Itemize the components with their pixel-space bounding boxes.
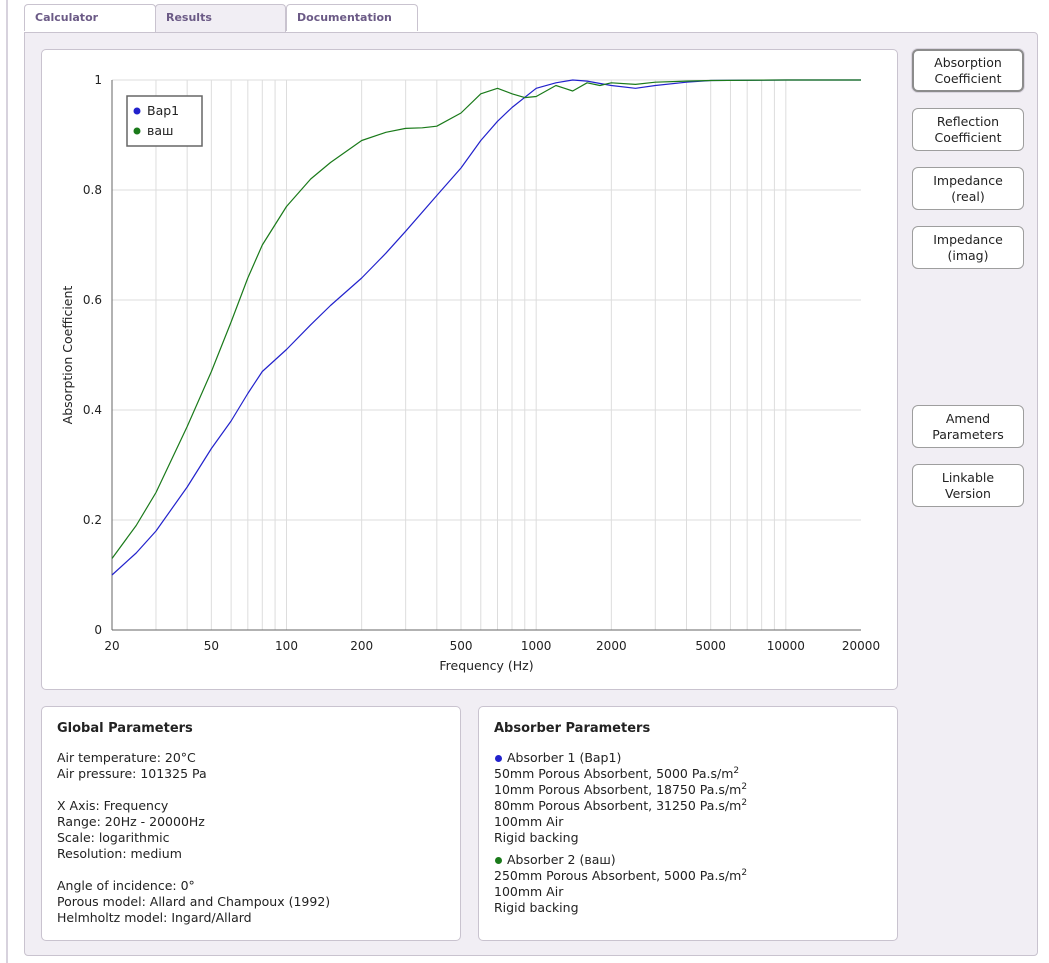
x-axis-setting: X Axis: Frequency (57, 798, 169, 813)
green-dot-icon (495, 856, 502, 864)
global-parameters-title: Global Parameters (57, 721, 193, 736)
tab-documentation[interactable]: Documentation (286, 4, 418, 31)
y-tick-label: 0.2 (83, 513, 102, 527)
absorber-2-heading: Absorber 2 (ваш) (494, 852, 882, 868)
x-tick-label: 1000 (521, 639, 552, 653)
amend-parameters-button[interactable]: Amend Parameters (912, 405, 1024, 448)
reflection-coefficient-button[interactable]: Reflection Coefficient (912, 108, 1024, 151)
x-tick-label: 10000 (767, 639, 805, 653)
left-border (6, 0, 8, 963)
helmholtz-model: Helmholtz model: Ingard/Allard (57, 910, 252, 925)
impedance-real-button[interactable]: Impedance (real) (912, 167, 1024, 210)
absorber-1-heading: Absorber 1 (Вар1) (494, 750, 882, 766)
resolution-setting: Resolution: medium (57, 846, 182, 861)
x-tick-label: 200 (350, 639, 373, 653)
scale-setting: Scale: logarithmic (57, 830, 170, 845)
absorber-2-layer: 100mm Air (494, 884, 564, 899)
x-tick-label: 20000 (842, 639, 880, 653)
y-tick-label: 1 (94, 73, 102, 87)
global-parameters-box: Global Parameters Air temperature: 20°C … (41, 706, 461, 941)
x-tick-label: 5000 (695, 639, 726, 653)
x-tick-label: 20 (104, 639, 119, 653)
x-tick-label: 100 (275, 639, 298, 653)
legend-label: ваш (147, 123, 173, 138)
blue-dot-icon (495, 754, 502, 762)
linkable-version-button[interactable]: Linkable Version (912, 464, 1024, 507)
y-axis-title: Absorption Coefficient (60, 286, 75, 425)
series-line-1 (111, 79, 861, 576)
air-temperature: Air temperature: 20°C (57, 750, 196, 765)
absorber-1-layer: 10mm Porous Absorbent, 18750 Pa.s/m2 (494, 781, 748, 797)
absorber-1-layer: 80mm Porous Absorbent, 31250 Pa.s/m2 (494, 797, 748, 813)
chart-legend (126, 95, 203, 147)
y-tick-label: 0.6 (83, 293, 102, 307)
angle-of-incidence: Angle of incidence: 0° (57, 878, 195, 893)
absorber-1-layer: Rigid backing (494, 830, 579, 845)
x-tick-label: 2000 (596, 639, 627, 653)
legend-dot-icon (133, 107, 141, 115)
air-pressure: Air pressure: 101325 Pa (57, 766, 207, 781)
porous-model: Porous model: Allard and Champoux (1992) (57, 894, 331, 909)
chart-container: 0 0.2 0.4 0.6 0.8 1 20 50 100 200 500 1000 2000 5000 1… (41, 49, 898, 690)
tab-calculator[interactable]: Calculator (24, 4, 156, 31)
absorber-1-layer: 50mm Porous Absorbent, 5000 Pa.s/m2 (494, 765, 740, 781)
x-tick-label: 500 (450, 639, 473, 653)
y-tick-label: 0 (94, 623, 102, 637)
absorption-coefficient-button[interactable]: Absorption Coefficient (912, 49, 1024, 92)
absorber-1-layer: 100mm Air (494, 814, 564, 829)
impedance-imag-button[interactable]: Impedance (imag) (912, 226, 1024, 269)
legend-dot-icon (133, 127, 141, 135)
y-tick-label: 0.4 (83, 403, 102, 417)
legend-label: Вар1 (147, 103, 179, 118)
absorption-chart: 0 0.2 0.4 0.6 0.8 1 20 50 100 200 500 1000 2000 5000 1… (60, 73, 880, 673)
absorber-parameters-title: Absorber Parameters (494, 721, 651, 736)
x-tick-label: 50 (204, 639, 219, 653)
y-tick-label: 0.8 (83, 183, 102, 197)
absorber-parameters-box: Absorber Parameters Absorber 1 (Вар1) 50… (478, 706, 898, 941)
tab-results[interactable]: Results (155, 4, 286, 33)
absorber-2-layer: Rigid backing (494, 900, 579, 915)
results-panel: 0 0.2 0.4 0.6 0.8 1 20 50 100 200 500 1000 2000 5000 1… (24, 32, 1038, 956)
range-setting: Range: 20Hz - 20000Hz (57, 814, 205, 829)
absorber-2-layer: 250mm Porous Absorbent, 5000 Pa.s/m2 (494, 867, 748, 883)
x-axis-title: Frequency (Hz) (439, 658, 533, 673)
series-line-2 (111, 79, 861, 559)
